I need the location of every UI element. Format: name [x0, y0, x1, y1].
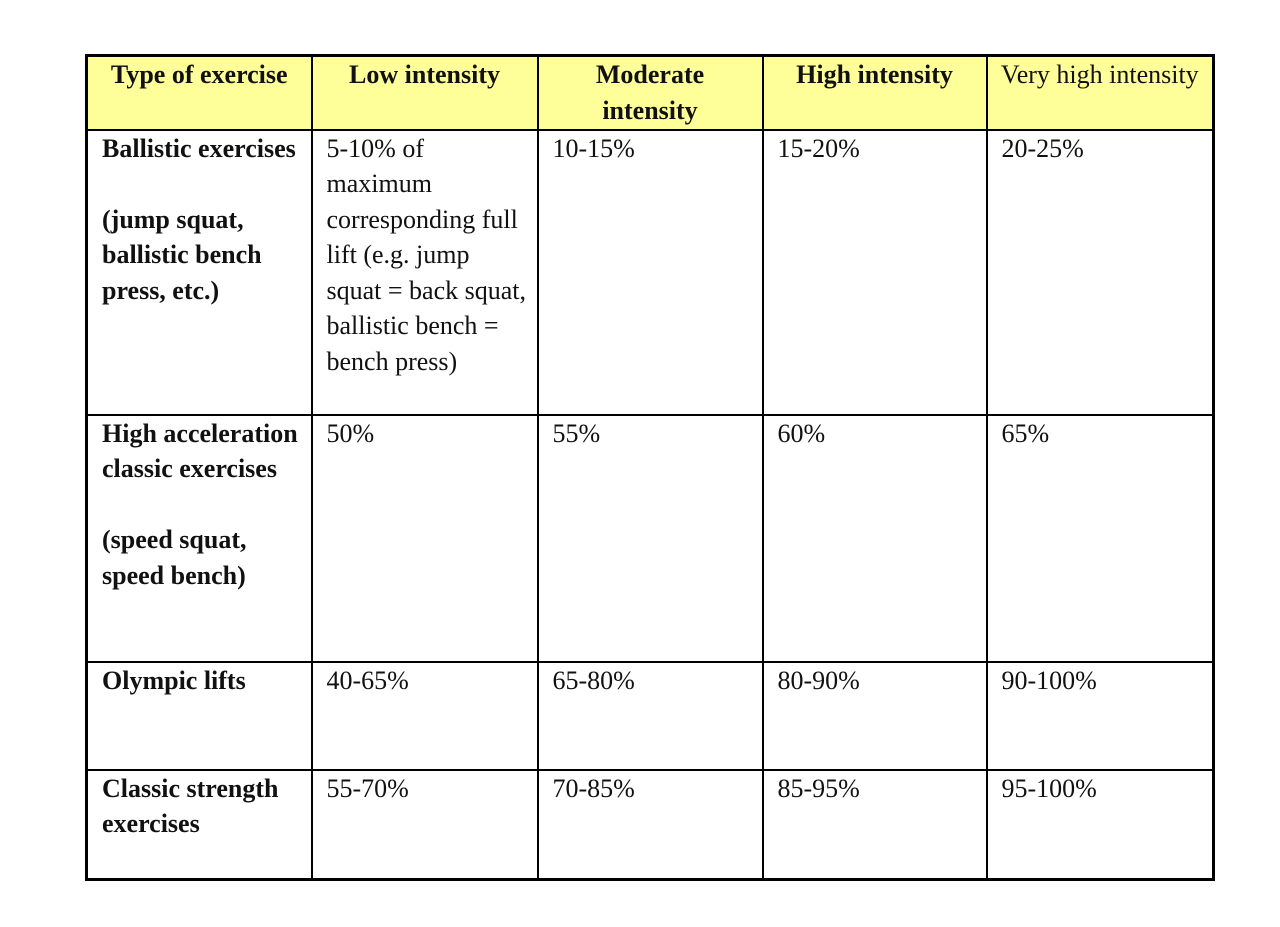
- exercise-type-text: (speed squat, speed bench): [102, 525, 247, 590]
- intensity-cell: 70-85%: [536, 768, 764, 881]
- header-cell: Very high intensity: [985, 54, 1215, 131]
- header-cell: Low intensity: [310, 54, 539, 131]
- intensity-cell: 55%: [536, 413, 764, 663]
- header-cell: Type of exercise: [85, 54, 313, 131]
- exercise-type-cell: Ballistic exercises (jump squat, ballisti…: [85, 128, 313, 416]
- exercise-type-cell: Classic strength exercises: [85, 768, 313, 881]
- exercise-type-cell: Olympic lifts: [85, 660, 313, 771]
- intensity-cell: 60%: [761, 413, 988, 663]
- intensity-cell: 85-95%: [761, 768, 988, 881]
- exercise-type-text: High acceleration classic exercises: [102, 418, 298, 484]
- intensity-cell: 65-80%: [536, 660, 764, 771]
- intensity-table: Type of exercise Low intensity Moderate in…: [85, 54, 1215, 881]
- table-body: Ballistic exercises (jump squat, ballisti…: [85, 128, 1215, 881]
- header-row: Type of exercise Low intensity Moderate in…: [85, 54, 1215, 131]
- header-cell: Moderate intensity: [536, 54, 764, 131]
- intensity-cell: 40-65%: [310, 660, 539, 771]
- header-cell: High intensity: [761, 54, 988, 131]
- exercise-type-text: (jump squat, ballistic bench press, etc.…: [102, 204, 262, 305]
- exercise-type-text: Olympic lifts: [102, 665, 246, 695]
- intensity-cell: 95-100%: [985, 768, 1215, 881]
- exercise-type-cell: High acceleration classic exercises (spee…: [85, 413, 313, 663]
- intensity-cell: 15-20%: [761, 128, 988, 416]
- intensity-cell: 80-90%: [761, 660, 988, 771]
- intensity-cell: 50%: [310, 413, 539, 663]
- intensity-cell: 10-15%: [536, 128, 764, 416]
- table-row: High acceleration classic exercises (spee…: [85, 413, 1215, 663]
- exercise-type-text: Classic strength exercises: [102, 773, 279, 839]
- intensity-cell: 65%: [985, 413, 1215, 663]
- table-row: Classic strength exercises 55-70% 70-85% 85…: [85, 768, 1215, 881]
- intensity-cell: 55-70%: [310, 768, 539, 881]
- table-row: Ballistic exercises (jump squat, ballisti…: [85, 128, 1215, 416]
- table-row: Olympic lifts 40-65% 65-80% 80-90% 90-100%: [85, 660, 1215, 771]
- exercise-type-text: Ballistic exercises: [102, 133, 296, 163]
- intensity-cell: 90-100%: [985, 660, 1215, 771]
- intensity-cell: 20-25%: [985, 128, 1215, 416]
- intensity-cell: 5-10% of maximum corresponding full lift…: [310, 128, 539, 416]
